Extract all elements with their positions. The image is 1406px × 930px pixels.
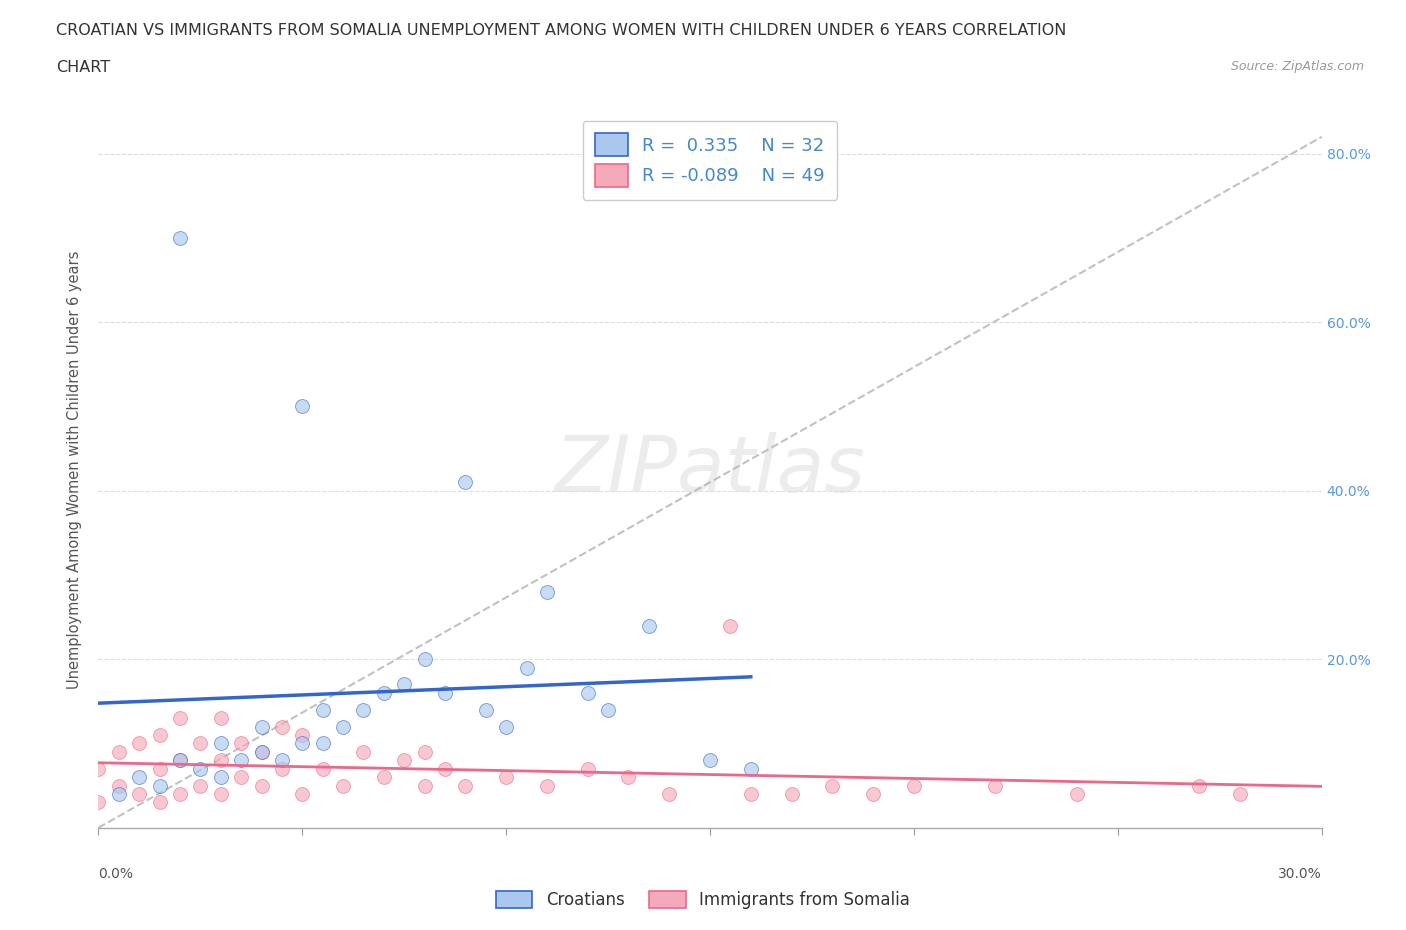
Point	[780, 787, 803, 802]
Point	[231, 753, 253, 768]
Point	[434, 762, 457, 777]
Text: CHART: CHART	[56, 60, 110, 75]
Text: CROATIAN VS IMMIGRANTS FROM SOMALIA UNEMPLOYMENT AMONG WOMEN WITH CHILDREN UNDER: CROATIAN VS IMMIGRANTS FROM SOMALIA UNEM…	[56, 23, 1067, 38]
Point	[1188, 778, 1211, 793]
Point	[312, 736, 335, 751]
Point	[598, 702, 620, 717]
Point	[270, 719, 294, 734]
Point	[740, 762, 762, 777]
Point	[699, 753, 721, 768]
Y-axis label: Unemployment Among Women with Children Under 6 years: Unemployment Among Women with Children U…	[67, 250, 83, 689]
Point	[392, 753, 416, 768]
Point	[128, 736, 150, 751]
Point	[495, 770, 517, 785]
Point	[903, 778, 925, 793]
Point	[862, 787, 884, 802]
Point	[720, 618, 742, 633]
Point	[250, 719, 273, 734]
Point	[617, 770, 640, 785]
Point	[352, 702, 374, 717]
Point	[250, 778, 273, 793]
Point	[638, 618, 661, 633]
Point	[169, 711, 191, 725]
Point	[188, 778, 212, 793]
Point	[373, 685, 395, 700]
Text: Source: ZipAtlas.com: Source: ZipAtlas.com	[1230, 60, 1364, 73]
Point	[291, 727, 314, 742]
Text: 0.0%: 0.0%	[98, 867, 134, 881]
Point	[149, 795, 172, 810]
Point	[169, 753, 191, 768]
Point	[291, 399, 314, 414]
Point	[209, 787, 232, 802]
Point	[128, 787, 150, 802]
Point	[250, 744, 273, 759]
Point	[270, 753, 294, 768]
Point	[87, 795, 110, 810]
Point	[108, 787, 131, 802]
Point	[332, 778, 354, 793]
Legend: R =  0.335    N = 32, R = -0.089    N = 49: R = 0.335 N = 32, R = -0.089 N = 49	[582, 121, 838, 200]
Point	[332, 719, 354, 734]
Point	[312, 762, 335, 777]
Point	[169, 231, 191, 246]
Point	[352, 744, 374, 759]
Point	[536, 584, 558, 599]
Point	[474, 702, 498, 717]
Point	[312, 702, 335, 717]
Text: ZIPatlas: ZIPatlas	[554, 432, 866, 508]
Point	[250, 744, 273, 759]
Point	[209, 770, 232, 785]
Text: 30.0%: 30.0%	[1278, 867, 1322, 881]
Point	[108, 778, 131, 793]
Point	[169, 753, 191, 768]
Point	[169, 787, 191, 802]
Point	[188, 762, 212, 777]
Point	[188, 736, 212, 751]
Legend: Croatians, Immigrants from Somalia: Croatians, Immigrants from Somalia	[488, 883, 918, 917]
Point	[87, 762, 110, 777]
Point	[516, 660, 538, 675]
Point	[413, 744, 436, 759]
Point	[209, 736, 232, 751]
Point	[209, 711, 232, 725]
Point	[576, 685, 599, 700]
Point	[536, 778, 558, 793]
Point	[149, 762, 172, 777]
Point	[1066, 787, 1088, 802]
Point	[392, 677, 416, 692]
Point	[231, 770, 253, 785]
Point	[454, 475, 477, 490]
Point	[291, 787, 314, 802]
Point	[270, 762, 294, 777]
Point	[984, 778, 1007, 793]
Point	[128, 770, 150, 785]
Point	[454, 778, 477, 793]
Point	[658, 787, 681, 802]
Point	[413, 652, 436, 667]
Point	[495, 719, 517, 734]
Point	[149, 778, 172, 793]
Point	[434, 685, 457, 700]
Point	[373, 770, 395, 785]
Point	[576, 762, 599, 777]
Point	[821, 778, 844, 793]
Point	[740, 787, 762, 802]
Point	[1229, 787, 1251, 802]
Point	[209, 753, 232, 768]
Point	[108, 744, 131, 759]
Point	[231, 736, 253, 751]
Point	[149, 727, 172, 742]
Point	[413, 778, 436, 793]
Point	[291, 736, 314, 751]
